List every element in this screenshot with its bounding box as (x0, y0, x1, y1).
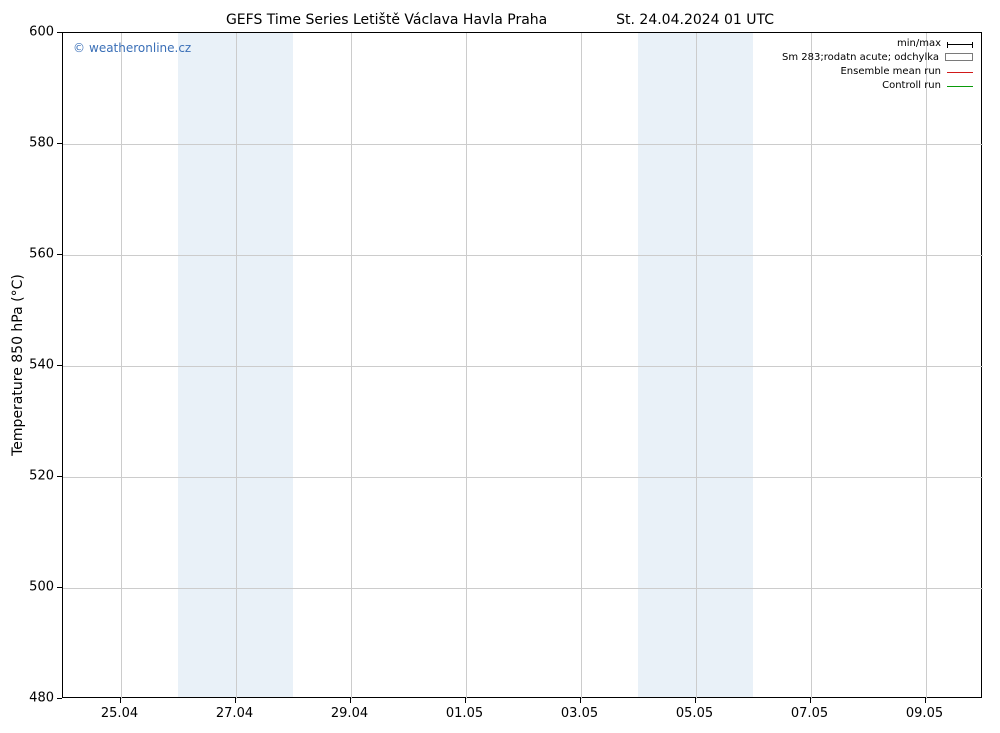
y-tick-label: 520 (29, 469, 60, 484)
x-tick-label: 05.05 (676, 706, 713, 721)
legend-item: Sm 283;rodatn acute; odchylka (782, 51, 973, 65)
x-tick-mark (925, 698, 926, 703)
x-tick-mark (120, 698, 121, 703)
plot-area: © weatheronline.cz min/maxSm 283;rodatn … (62, 32, 982, 698)
legend-label: Controll run (882, 79, 941, 93)
legend-item: Controll run (782, 79, 973, 93)
legend-swatch (947, 86, 973, 87)
y-tick-label: 540 (29, 358, 60, 373)
x-tick-mark (580, 698, 581, 703)
watermark: © weatheronline.cz (73, 41, 191, 55)
y-tick-label: 480 (29, 691, 60, 706)
weekend-band (236, 33, 294, 697)
x-tick-label: 27.04 (216, 706, 253, 721)
x-tick-label: 03.05 (561, 706, 598, 721)
chart-title-left: GEFS Time Series Letiště Václava Havla P… (226, 12, 547, 28)
x-tick-label: 01.05 (446, 706, 483, 721)
grid-line-horizontal (63, 366, 983, 367)
chart-canvas: GEFS Time Series Letiště Václava Havla P… (0, 0, 1000, 733)
legend-swatch (947, 44, 973, 45)
x-tick-mark (810, 698, 811, 703)
chart-title-right: St. 24.04.2024 01 UTC (616, 12, 774, 28)
x-tick-mark (350, 698, 351, 703)
x-tick-label: 09.05 (906, 706, 943, 721)
x-tick-label: 25.04 (101, 706, 138, 721)
x-tick-mark (235, 698, 236, 703)
x-tick-label: 29.04 (331, 706, 368, 721)
copyright-icon: © (73, 41, 85, 55)
x-tick-mark (695, 698, 696, 703)
y-tick-label: 600 (29, 25, 60, 40)
y-tick-label: 500 (29, 580, 60, 595)
y-tick-label: 580 (29, 136, 60, 151)
grid-line-horizontal (63, 144, 983, 145)
grid-line-horizontal (63, 477, 983, 478)
watermark-text: weatheronline.cz (89, 41, 191, 55)
legend-label: Sm 283;rodatn acute; odchylka (782, 51, 939, 65)
y-axis-label: Temperature 850 hPa (°C) (10, 274, 26, 456)
legend-label: Ensemble mean run (840, 65, 941, 79)
legend-label: min/max (897, 37, 941, 51)
grid-line-horizontal (63, 255, 983, 256)
x-tick-label: 07.05 (791, 706, 828, 721)
legend-swatch (945, 53, 973, 61)
legend-swatch (947, 72, 973, 73)
weekend-band (696, 33, 754, 697)
y-tick-label: 560 (29, 247, 60, 262)
weekend-band (178, 33, 236, 697)
x-tick-mark (465, 698, 466, 703)
chart-title-row: GEFS Time Series Letiště Václava Havla P… (0, 12, 1000, 28)
legend: min/maxSm 283;rodatn acute; odchylkaEnse… (782, 37, 973, 93)
grid-line-horizontal (63, 588, 983, 589)
legend-item: Ensemble mean run (782, 65, 973, 79)
legend-item: min/max (782, 37, 973, 51)
weekend-band (638, 33, 696, 697)
